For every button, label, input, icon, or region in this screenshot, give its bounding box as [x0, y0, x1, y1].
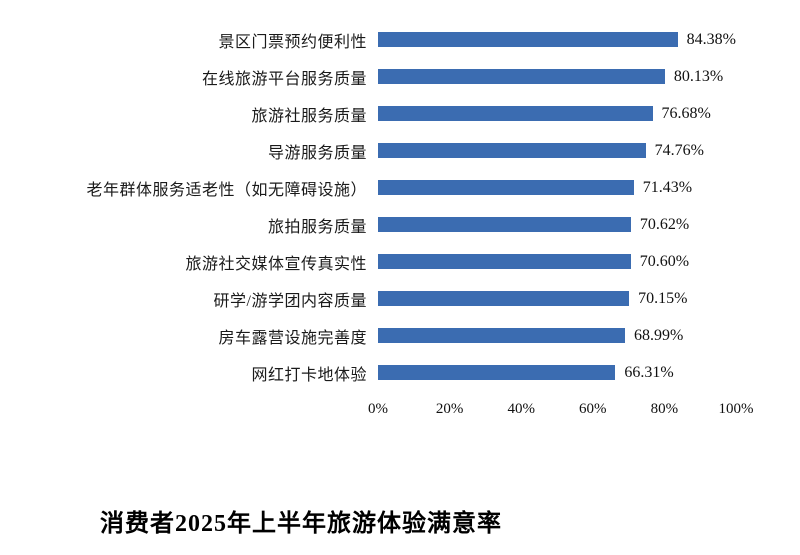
chart-row: 旅游社交媒体宣传真实性 70.60% [0, 243, 800, 280]
value-label: 70.15% [638, 289, 688, 307]
chart-row: 老年群体服务适老性（如无障碍设施） 71.43% [0, 169, 800, 206]
value-label: 70.60% [639, 252, 690, 270]
plot-area: 70.62% [378, 216, 736, 234]
value-label: 80.13% [673, 67, 724, 85]
value-label: 84.38% [686, 30, 736, 48]
plot-area: 66.31% [378, 364, 736, 382]
plot-area: 76.68% [378, 105, 736, 123]
plot-area: 84.38% [378, 31, 736, 49]
category-label: 景区门票预约便利性 [218, 33, 367, 51]
bar [378, 328, 625, 343]
bar [378, 32, 678, 47]
category-label: 在线旅游平台服务质量 [201, 70, 367, 88]
category-label: 旅游社服务质量 [251, 107, 367, 125]
plot-area: 71.43% [378, 179, 736, 197]
chart-row: 导游服务质量 74.76% [0, 132, 800, 169]
x-axis-tick: 40% [507, 401, 535, 417]
chart-row: 旅游社服务质量 76.68% [0, 95, 800, 132]
plot-area: 74.76% [378, 142, 736, 160]
category-label: 老年群体服务适老性（如无障碍设施） [86, 181, 367, 199]
bar [378, 291, 630, 306]
value-label: 70.62% [639, 215, 690, 233]
category-label: 旅游社交媒体宣传真实性 [185, 255, 367, 273]
bar [378, 69, 665, 84]
plot-area: 70.60% [378, 253, 736, 271]
category-label: 导游服务质量 [267, 144, 367, 162]
chart-row: 网红打卡地体验 66.31% [0, 354, 800, 391]
value-label: 66.31% [624, 363, 674, 381]
chart-row: 房车露营设施完善度 68.99% [0, 317, 800, 354]
category-label: 研学/游学团内容质量 [213, 292, 367, 310]
x-axis-tick: 20% [435, 401, 464, 417]
chart-title: 消费者2025年上半年旅游体验满意率 [100, 511, 502, 537]
value-label: 76.68% [661, 104, 711, 122]
bar-rows: 景区门票预约便利性 84.38% 在线旅游平台服务质量 80.13% 旅游社服务质量 76… [0, 21, 800, 391]
bar [378, 180, 634, 195]
chart-row: 景区门票预约便利性 84.38% [0, 21, 800, 58]
bar [378, 365, 616, 380]
bar [378, 254, 631, 269]
x-axis-tick: 100% [718, 401, 754, 417]
bar [378, 217, 631, 232]
category-label: 旅拍服务质量 [267, 218, 367, 236]
plot-area: 68.99% [378, 327, 736, 345]
satisfaction-bar-chart: 景区门票预约便利性 84.38% 在线旅游平台服务质量 80.13% 旅游社服务质量 76… [0, 21, 800, 538]
x-axis-tick: 80% [650, 401, 679, 417]
chart-row: 在线旅游平台服务质量 80.13% [0, 58, 800, 95]
value-label: 68.99% [633, 326, 684, 344]
x-axis-tick: 60% [579, 401, 607, 417]
category-label: 网红打卡地体验 [251, 366, 367, 384]
plot-area: 70.15% [378, 290, 736, 308]
plot-area: 80.13% [378, 68, 736, 86]
chart-row: 研学/游学团内容质量 70.15% [0, 280, 800, 317]
bar [378, 106, 653, 121]
category-label: 房车露营设施完善度 [218, 329, 367, 347]
value-label: 71.43% [642, 178, 693, 196]
chart-row: 旅拍服务质量 70.62% [0, 206, 800, 243]
x-axis-tick: 0% [368, 401, 388, 417]
value-label: 74.76% [654, 141, 704, 159]
x-axis: 0% 20% 40% 60% 80% 100% [368, 399, 754, 421]
bar [378, 143, 646, 158]
